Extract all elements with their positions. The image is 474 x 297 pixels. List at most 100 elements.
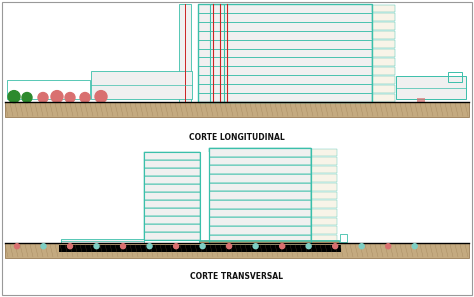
Bar — [269, 184, 280, 190]
Bar — [308, 41, 313, 47]
Bar — [96, 73, 102, 83]
Bar — [180, 193, 187, 199]
Bar — [146, 193, 155, 199]
Bar — [308, 15, 313, 20]
Bar — [321, 6, 326, 11]
Bar — [255, 201, 265, 208]
Bar — [144, 86, 155, 98]
Bar — [158, 201, 165, 207]
Bar — [372, 49, 395, 57]
Bar — [202, 6, 207, 11]
Bar — [214, 219, 219, 224]
Bar — [240, 41, 249, 48]
Bar — [284, 236, 294, 242]
Bar — [212, 175, 222, 182]
Bar — [216, 77, 220, 82]
Bar — [146, 225, 155, 231]
Bar — [209, 148, 311, 243]
Circle shape — [253, 244, 258, 249]
Bar — [306, 41, 316, 48]
Bar — [144, 152, 200, 240]
Bar — [212, 158, 222, 164]
Bar — [286, 228, 291, 233]
Bar — [333, 59, 342, 65]
Bar — [284, 158, 294, 164]
Circle shape — [51, 91, 63, 103]
Bar — [267, 23, 276, 30]
Bar — [227, 41, 236, 48]
Bar — [255, 227, 265, 233]
Bar — [201, 5, 210, 12]
Bar — [144, 224, 200, 232]
Circle shape — [95, 91, 107, 103]
Bar — [227, 23, 236, 30]
Bar — [280, 32, 289, 39]
Bar — [333, 76, 342, 83]
Bar — [240, 23, 249, 30]
Bar — [372, 22, 395, 30]
Bar — [306, 50, 316, 56]
Bar — [110, 72, 122, 84]
Bar — [286, 176, 291, 181]
Bar — [214, 41, 223, 48]
Bar — [269, 15, 273, 20]
Bar — [226, 175, 236, 182]
Bar — [269, 175, 280, 182]
Bar — [240, 227, 251, 233]
Bar — [311, 235, 337, 243]
Bar — [240, 50, 249, 56]
Bar — [346, 59, 356, 65]
Bar — [113, 87, 118, 97]
Bar — [296, 241, 301, 242]
Bar — [346, 41, 356, 48]
Bar — [284, 227, 294, 233]
Bar — [255, 192, 265, 199]
Bar — [267, 85, 276, 92]
Bar — [144, 208, 200, 216]
Bar — [113, 242, 124, 243]
Bar — [311, 226, 337, 234]
Bar — [255, 149, 265, 156]
Bar — [346, 23, 356, 30]
Bar — [180, 201, 187, 207]
Circle shape — [147, 244, 152, 249]
Bar — [240, 94, 249, 101]
Bar — [198, 22, 372, 31]
Bar — [229, 95, 234, 100]
Bar — [148, 154, 152, 158]
Bar — [448, 72, 463, 82]
Bar — [158, 185, 165, 191]
Bar — [335, 50, 339, 56]
Bar — [210, 4, 224, 102]
Bar — [209, 157, 311, 165]
Bar — [333, 85, 342, 92]
Bar — [169, 185, 176, 191]
Bar — [280, 67, 289, 74]
Bar — [272, 184, 276, 189]
Bar — [335, 77, 339, 82]
Bar — [306, 32, 316, 39]
Bar — [209, 200, 311, 208]
Bar — [214, 59, 223, 65]
Circle shape — [280, 244, 285, 249]
Bar — [255, 210, 265, 216]
Bar — [306, 14, 316, 21]
Bar — [146, 177, 155, 183]
Bar — [199, 240, 339, 243]
Bar — [209, 191, 311, 200]
Bar — [212, 184, 222, 190]
Bar — [319, 50, 329, 56]
Bar — [418, 89, 425, 98]
Bar — [240, 218, 251, 225]
Bar — [282, 6, 286, 11]
Bar — [254, 76, 263, 83]
Bar — [321, 59, 326, 64]
Bar — [311, 183, 337, 191]
Bar — [306, 59, 316, 65]
Bar — [146, 209, 155, 215]
Bar — [181, 154, 185, 158]
Bar — [438, 89, 445, 98]
Bar — [115, 241, 120, 242]
Bar — [144, 72, 155, 84]
Bar — [158, 154, 165, 159]
